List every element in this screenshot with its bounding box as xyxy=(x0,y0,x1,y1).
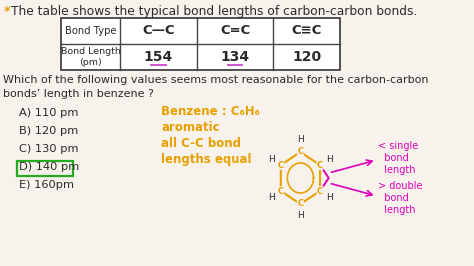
Text: *: * xyxy=(3,5,10,18)
Text: H: H xyxy=(268,155,275,164)
Text: E) 160pm: E) 160pm xyxy=(19,180,74,190)
Text: C: C xyxy=(317,160,323,169)
Text: H: H xyxy=(297,135,304,144)
Text: C=C: C=C xyxy=(220,24,250,38)
Text: Which of the following values seems most reasonable for the carbon-carbon
bonds’: Which of the following values seems most… xyxy=(3,75,429,99)
Text: Bond Type: Bond Type xyxy=(65,26,116,36)
Text: Bond Length
(pm): Bond Length (pm) xyxy=(61,47,120,67)
Text: C: C xyxy=(278,160,284,169)
Text: H: H xyxy=(326,155,332,164)
Text: C: C xyxy=(278,186,284,196)
Text: 154: 154 xyxy=(144,50,173,64)
Text: lengths equal: lengths equal xyxy=(161,153,252,166)
Text: C) 130 pm: C) 130 pm xyxy=(19,144,79,154)
Text: < single
  bond
  length: < single bond length xyxy=(378,142,419,174)
Text: C≡C: C≡C xyxy=(292,24,322,38)
Text: C—C: C—C xyxy=(142,24,175,38)
Text: A) 110 pm: A) 110 pm xyxy=(19,108,79,118)
Text: D) 140 pm: D) 140 pm xyxy=(19,162,80,172)
Text: C: C xyxy=(297,200,303,209)
Text: H: H xyxy=(297,211,304,221)
Text: all C-C bond: all C-C bond xyxy=(161,137,241,150)
Text: Benzene : C₆H₆: Benzene : C₆H₆ xyxy=(161,105,260,118)
Text: > double
  bond
  length: > double bond length xyxy=(378,181,423,215)
Text: H: H xyxy=(326,193,332,202)
Text: The table shows the typical bond lengths of carbon-carbon bonds.: The table shows the typical bond lengths… xyxy=(11,5,418,18)
Text: aromatic: aromatic xyxy=(161,121,220,134)
Text: C: C xyxy=(317,186,323,196)
Bar xyxy=(61,18,339,70)
Text: C: C xyxy=(297,148,303,156)
Text: 134: 134 xyxy=(220,50,250,64)
Text: H: H xyxy=(268,193,275,202)
Text: 120: 120 xyxy=(292,50,321,64)
Text: B) 120 pm: B) 120 pm xyxy=(19,126,78,136)
